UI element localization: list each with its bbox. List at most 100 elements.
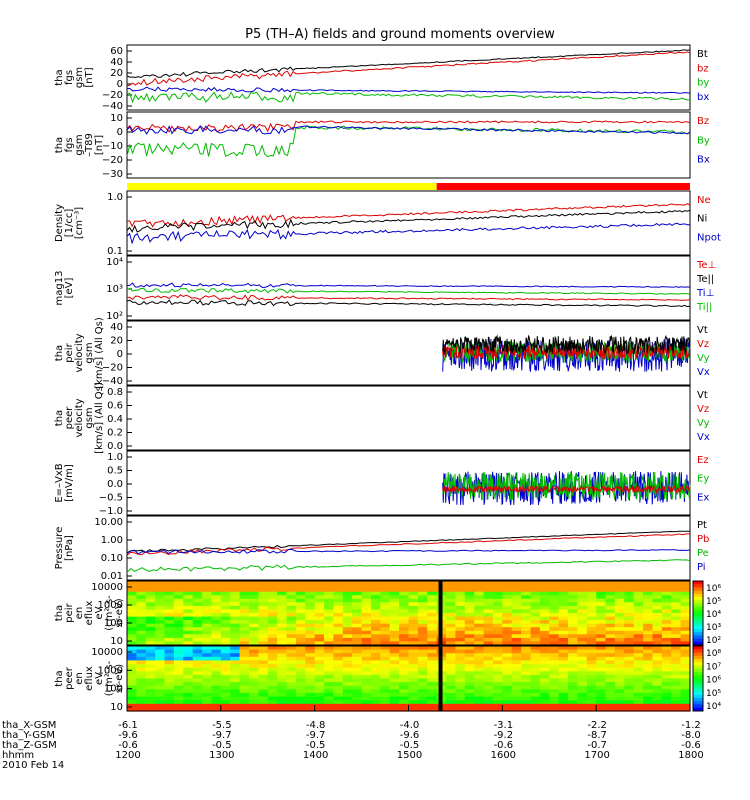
spectrogram-cell: [633, 656, 644, 661]
spectrogram-cell: [399, 623, 410, 628]
spectrogram-cell: [324, 646, 334, 651]
spectrogram-cell: [371, 664, 381, 669]
spectrogram-cell: [258, 682, 269, 687]
spectrogram-cell: [333, 703, 344, 708]
spectrogram-cell: [249, 613, 259, 618]
spectrogram-cell: [455, 667, 466, 672]
spectrogram-cell: [614, 620, 625, 625]
spectrogram-cell: [671, 595, 682, 600]
spectrogram-cell: [502, 634, 513, 639]
spectrogram-cell: [380, 707, 391, 712]
colorbar-cell: [693, 641, 703, 646]
spectrogram-cell: [558, 660, 569, 665]
spectrogram-cell: [511, 671, 522, 676]
spectrogram-cell: [671, 707, 682, 712]
spectrogram-cell: [342, 613, 353, 618]
series-line: [126, 533, 690, 556]
spectrogram-cell: [643, 674, 654, 680]
spectrogram-cell: [164, 656, 175, 661]
spectrogram-cell: [333, 620, 344, 625]
spectrogram-cell: [164, 653, 175, 658]
spectrogram-cell: [614, 623, 625, 628]
spectrogram-cell: [333, 581, 344, 586]
spectrogram-cell: [661, 700, 672, 705]
spectrogram-cell: [680, 682, 691, 687]
spectrogram-cell: [614, 627, 625, 632]
spectrogram-cell: [464, 627, 475, 632]
spectrogram-cell: [342, 653, 353, 658]
spectrogram-cell: [643, 627, 654, 632]
spectrogram-cell: [530, 696, 541, 701]
spectrogram-cell: [183, 595, 194, 600]
spectrogram-cell: [314, 700, 325, 705]
spectrogram-cell: [558, 623, 569, 628]
colorbar-frame: [692, 580, 704, 646]
spectrogram-cell: [549, 656, 560, 661]
spectrogram-cell: [511, 707, 522, 712]
spectrogram-cell: [605, 707, 616, 712]
spectrogram-cell: [502, 689, 513, 694]
spectrogram-cell: [614, 602, 625, 607]
spectrogram-cell: [539, 630, 550, 635]
spectrogram-cell: [127, 637, 137, 643]
spectrogram-cell: [483, 609, 494, 614]
spectrogram-cell: [586, 664, 597, 669]
spectrogram-cell: [295, 649, 306, 654]
legend-entry: Pt: [697, 520, 707, 531]
spectrogram-cell: [136, 581, 147, 586]
spectrogram-cell: [277, 671, 288, 676]
spectrogram-cell: [549, 591, 560, 596]
spectrogram-cell: [483, 678, 494, 683]
spectrogram-cell: [530, 649, 541, 654]
spectrogram-cell: [286, 602, 297, 607]
spectrogram-cell: [361, 653, 372, 658]
spectrogram-cell: [173, 616, 184, 621]
spectrogram-cell: [136, 685, 147, 690]
colorbar-cell: [693, 688, 703, 692]
spectrogram-cell: [192, 595, 203, 600]
colorbar-cell: [693, 581, 703, 585]
spectrogram-cell: [502, 682, 513, 687]
spectrogram-cell: [258, 649, 269, 654]
spectrogram-cell: [352, 703, 363, 708]
spectrogram-cell: [652, 623, 663, 628]
colorbar: [693, 646, 703, 712]
spectrogram-cell: [558, 678, 569, 683]
y-axis-label: tha: [54, 69, 65, 85]
spectrogram-cell: [249, 696, 259, 701]
spectrogram-cell: [671, 630, 682, 635]
spectrogram-cell: [455, 630, 466, 635]
spectrogram-cell: [155, 637, 166, 643]
spectrogram-cell: [511, 656, 522, 661]
legend-entry: Vt: [697, 325, 708, 336]
spectrogram-cell: [267, 685, 278, 690]
spectrogram-cell: [492, 595, 503, 600]
spectrogram-cell: [155, 602, 166, 607]
spectrogram-cell: [183, 588, 194, 593]
spectrogram-cell: [127, 591, 137, 596]
y-tick-label: 20: [110, 336, 123, 347]
legend-entry: Vy: [697, 353, 710, 364]
spectrogram-cell: [624, 605, 635, 611]
spectrogram-cell: [661, 653, 672, 658]
legend-entry: Bx: [697, 155, 710, 166]
spectrogram-cell: [361, 667, 372, 672]
spectrogram-cell: [464, 653, 475, 658]
spectrogram-cell: [258, 598, 269, 603]
spectrogram-cell: [549, 581, 560, 586]
spectrogram-cell: [324, 678, 334, 683]
spectrogram-cell: [568, 588, 578, 593]
spectrogram-cell: [211, 696, 222, 701]
legend-entry: Vz: [697, 339, 709, 350]
spectrogram-cell: [492, 682, 503, 687]
spectrogram-cell: [211, 685, 222, 690]
spectrogram-cell: [286, 678, 297, 683]
spectrogram-cell: [511, 595, 522, 600]
spectrogram-cell: [417, 646, 428, 651]
spectrogram-cell: [183, 602, 194, 607]
spectrogram-cell: [295, 656, 306, 661]
spectrogram-cell: [305, 627, 316, 632]
ephemeris-column: -4.8 -9.7 -0.5 1400: [299, 721, 333, 761]
spectrogram-cell: [446, 692, 456, 698]
spectrogram-cell: [145, 605, 156, 611]
